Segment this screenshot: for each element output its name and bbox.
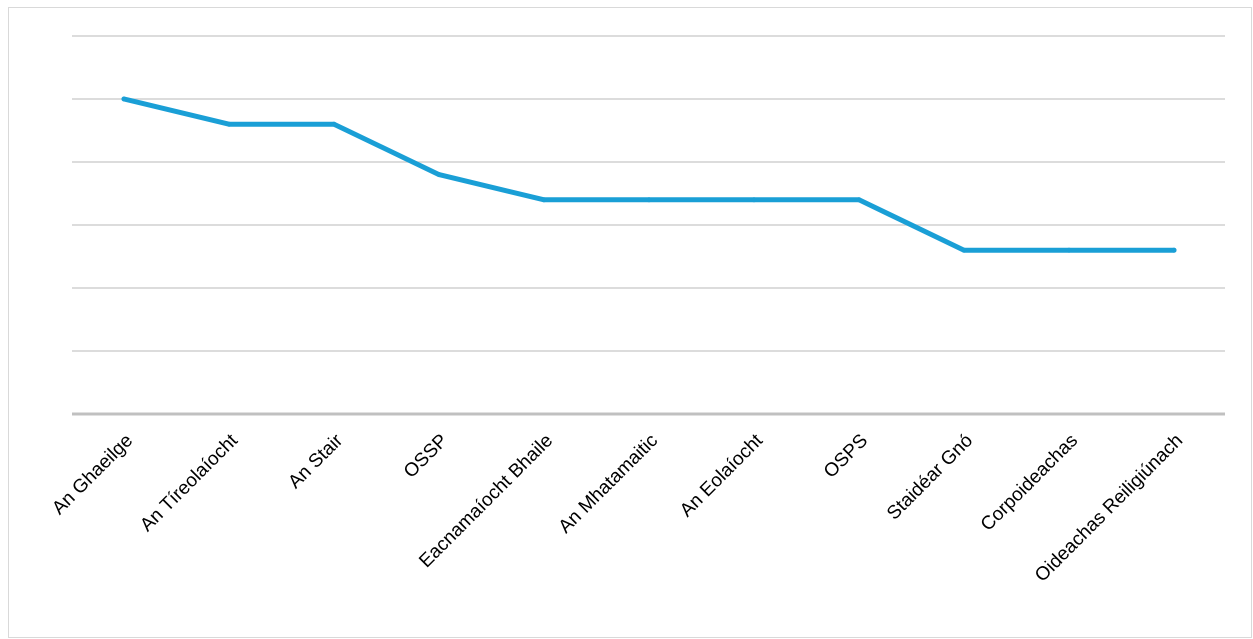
data-point <box>226 121 232 127</box>
x-tick-label: An Stair <box>284 430 347 493</box>
data-point <box>331 121 337 127</box>
x-tick-label: An Tíreolaíocht <box>136 430 242 536</box>
data-point <box>751 197 757 203</box>
series-line <box>121 96 1177 253</box>
data-point <box>1171 247 1177 253</box>
data-point <box>436 172 442 178</box>
x-tick-labels: An Ghaeilge An Tíreolaíocht An Stair OSSPEa… <box>48 430 1187 587</box>
data-point <box>961 247 967 253</box>
x-tick-label: Corpoideachas <box>977 430 1082 535</box>
x-tick-label: An Eolaíocht <box>676 430 768 522</box>
x-tick-label: Staidéar Gnó <box>883 430 977 524</box>
data-point <box>121 96 127 102</box>
x-tick-label: OSPS <box>820 430 872 482</box>
data-point <box>1066 247 1072 253</box>
data-point <box>856 197 862 203</box>
data-point <box>541 197 547 203</box>
x-tick-label: An Ghaeilge <box>48 430 137 519</box>
x-tick-label: An Mhatamaitic <box>555 430 662 537</box>
data-point <box>646 197 652 203</box>
x-tick-label: OSSP <box>400 430 452 482</box>
chart-frame <box>8 7 1252 638</box>
series-line-group <box>121 96 1177 253</box>
gridlines <box>72 35 1225 416</box>
